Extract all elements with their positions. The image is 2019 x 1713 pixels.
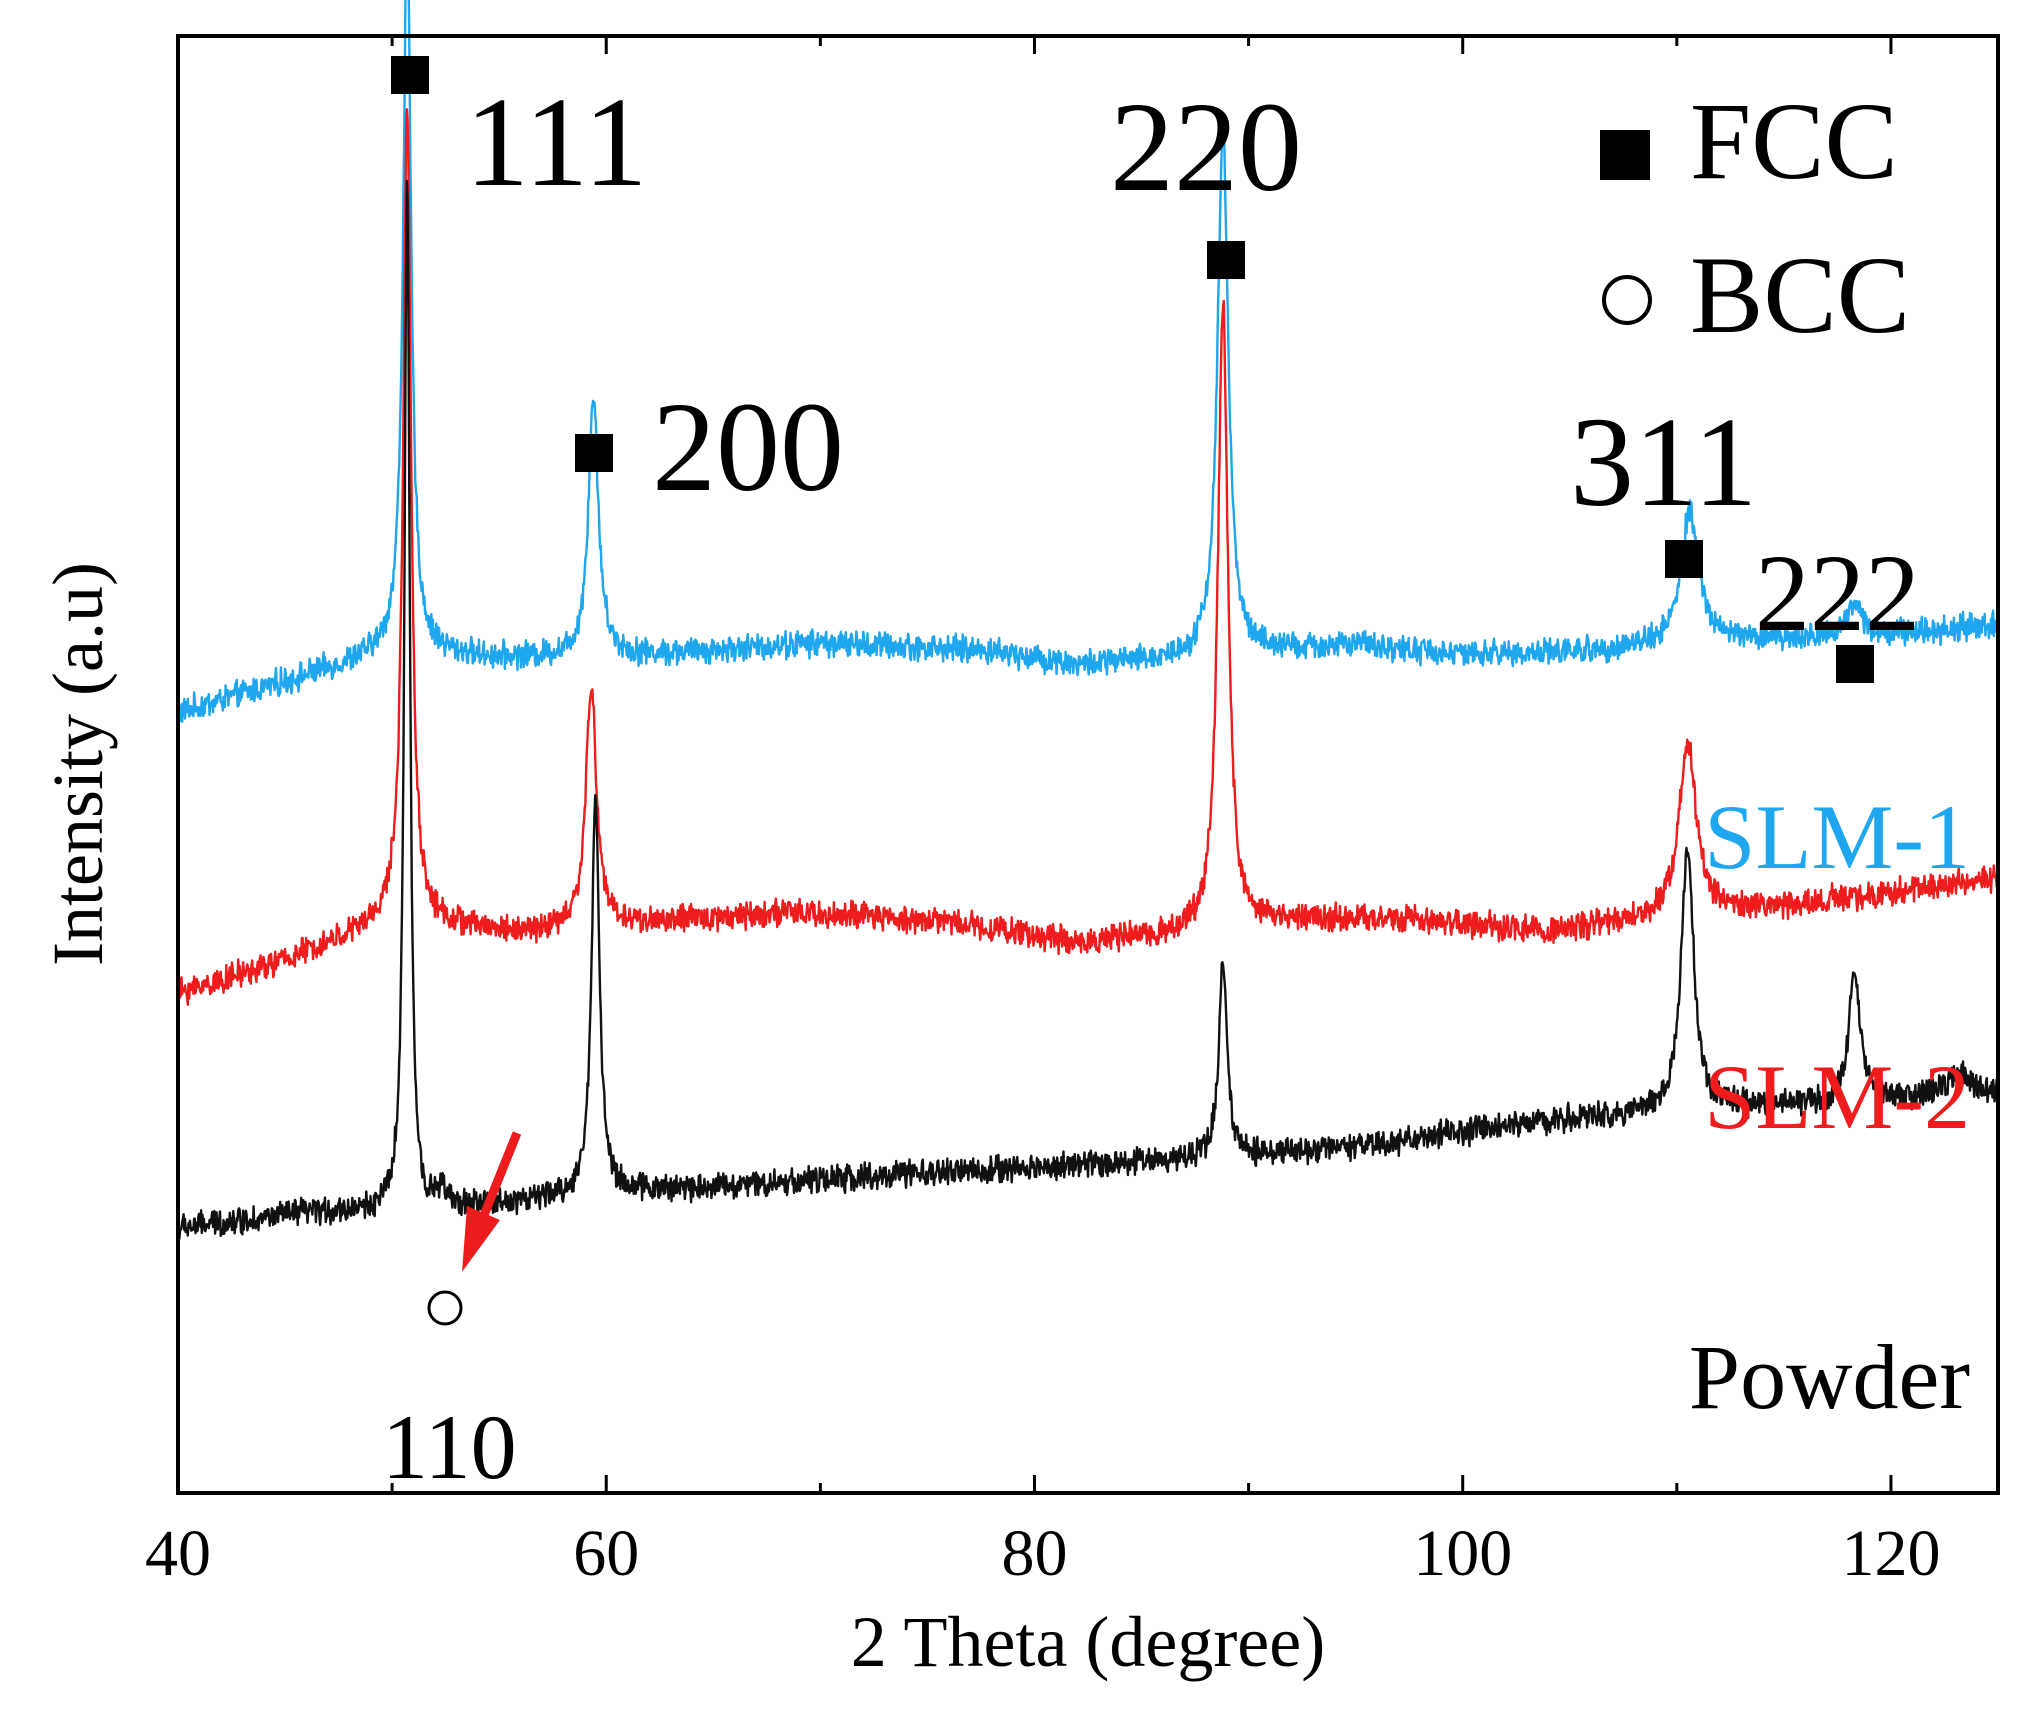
x-tick-label: 60: [573, 1517, 639, 1590]
series-label-slm2: SLM-2: [1704, 1046, 1970, 1148]
fcc-marker-222: [1836, 645, 1874, 683]
x-axis-title: 2 Theta (degree): [851, 1602, 1325, 1682]
y-axis-title: Intensity (a.u): [38, 562, 118, 966]
bcc-marker: [427, 1290, 463, 1326]
peak-label-220: 220: [1110, 76, 1302, 218]
series-line-slm-2: [176, 108, 2000, 1006]
plot-frame: [176, 34, 2000, 1495]
legend: FCC BCC: [1600, 80, 1910, 356]
series-line-slm-1: [176, 0, 2000, 723]
series-line-powder: [176, 179, 2000, 1240]
x-tick-label: 40: [145, 1517, 211, 1590]
x-tick-label: 80: [1001, 1517, 1067, 1590]
x-tick-label: 100: [1413, 1517, 1512, 1590]
fcc-marker-311: [1665, 540, 1703, 578]
legend-fcc-label: FCC: [1690, 80, 1898, 202]
fcc-marker-200: [575, 434, 613, 472]
legend-bcc-label: BCC: [1690, 234, 1910, 356]
series-label-powder: Powder: [1689, 1326, 1970, 1428]
fcc-marker-111: [391, 56, 429, 94]
peak-label-110: 110: [382, 1396, 517, 1498]
peak-label-311: 311: [1570, 391, 1757, 533]
legend-fcc-square-icon: [1600, 130, 1650, 180]
series-layer: [176, 0, 2000, 1240]
peak-label-222: 222: [1755, 532, 1920, 654]
series-label-slm1: SLM-1: [1704, 786, 1970, 888]
peak-label-111: 111: [465, 71, 648, 213]
x-ticks: [176, 36, 1893, 1493]
x-tick-labels: 40 60 80 100 120: [145, 1517, 1940, 1590]
x-tick-label: 120: [1841, 1517, 1940, 1590]
red-arrow-icon: [462, 1131, 522, 1272]
legend-bcc-circle-icon: [1602, 275, 1652, 325]
peak-label-200: 200: [652, 376, 844, 518]
fcc-marker-220: [1207, 241, 1245, 279]
